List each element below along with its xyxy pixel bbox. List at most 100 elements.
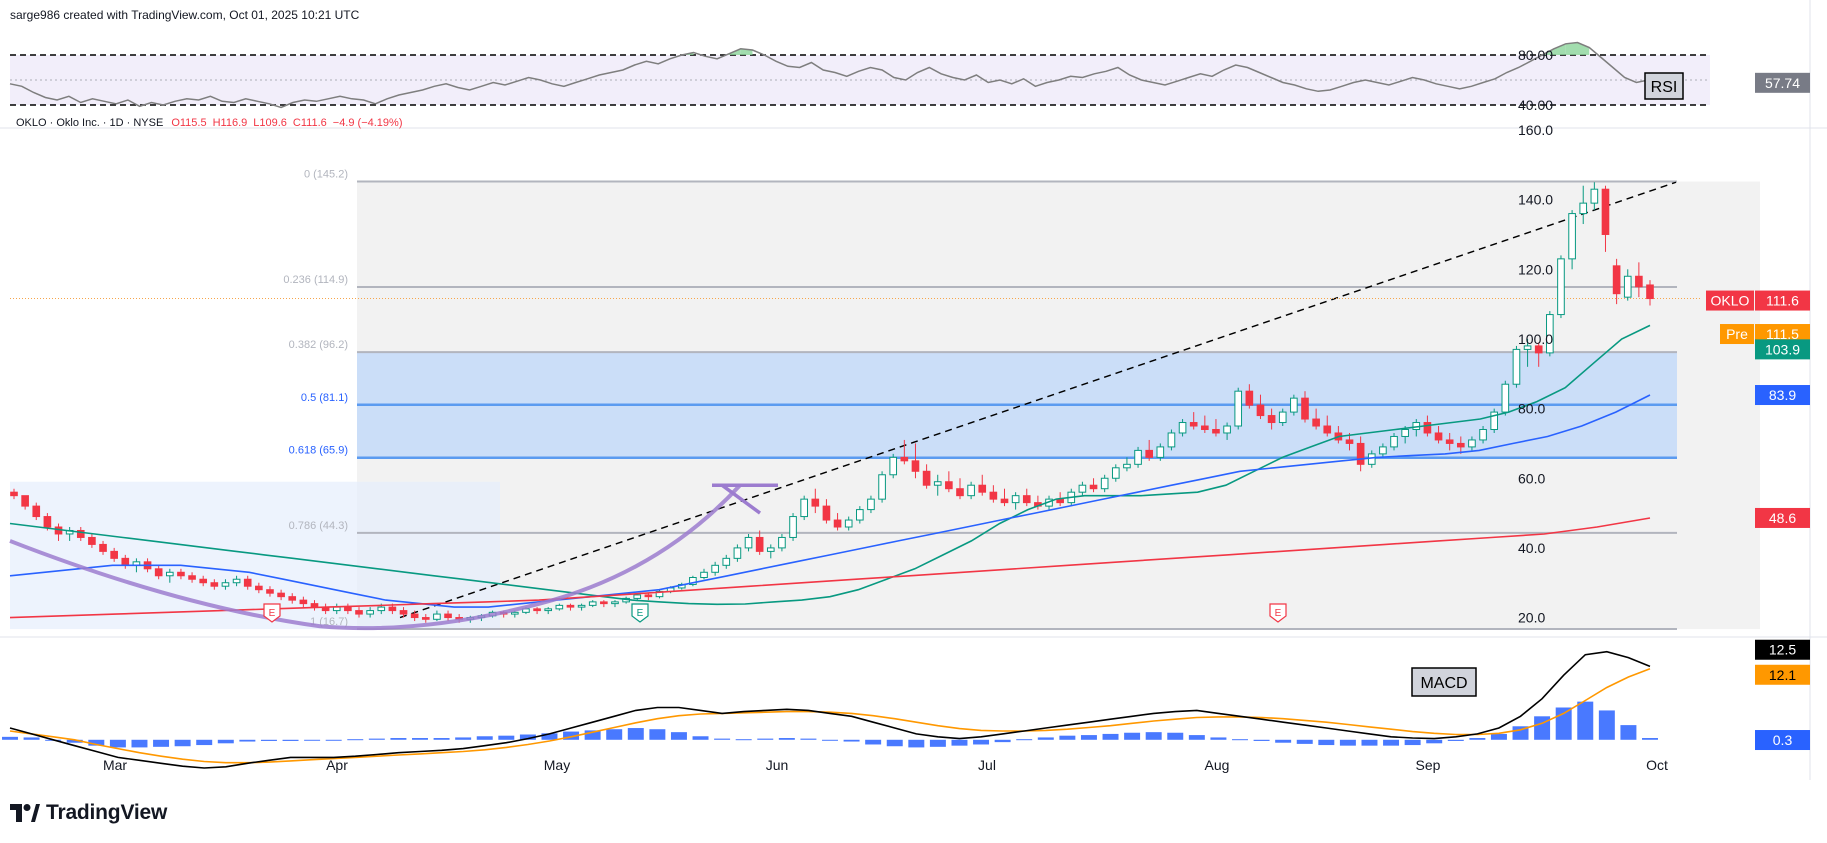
- candle-body: [1534, 345, 1543, 354]
- candle-body: [1601, 188, 1610, 235]
- candle-body: [811, 498, 820, 507]
- candle: [1445, 432, 1454, 451]
- macd-histogram-bar: [606, 729, 623, 740]
- macd-histogram-bar: [929, 739, 946, 747]
- macd-pane: MACD: [2, 650, 1658, 769]
- candle: [1000, 488, 1009, 507]
- candle: [1367, 450, 1376, 468]
- candle: [1379, 443, 1387, 458]
- macd-value-badge-bg: [1755, 639, 1810, 660]
- candle: [844, 516, 853, 531]
- candle: [1612, 258, 1621, 305]
- macd-histogram-bar: [1059, 735, 1076, 740]
- candle-body: [1568, 213, 1576, 260]
- macd-histogram-bar: [153, 739, 170, 747]
- candle-body: [1212, 428, 1220, 434]
- candle: [1534, 342, 1543, 367]
- candle-body: [177, 571, 185, 577]
- candle: [733, 544, 742, 562]
- candle-body: [1612, 265, 1621, 295]
- candle-body: [355, 610, 363, 615]
- macd-histogram-bar: [735, 739, 752, 741]
- macd-histogram-bar: [1598, 710, 1615, 740]
- candle: [945, 471, 953, 493]
- candle-body: [1635, 275, 1643, 288]
- candle-body: [121, 557, 130, 566]
- axis-layer: 160.0 140.0 120.0 100.0 80.0 60.0 40.0 20.0 80.0…: [0, 0, 1827, 780]
- candle: [1479, 426, 1487, 444]
- candle-body: [1278, 411, 1287, 424]
- macd-histogram-bar: [1620, 725, 1637, 740]
- candle: [978, 474, 987, 496]
- cup-arc: [9, 483, 742, 631]
- candle: [76, 527, 85, 541]
- tradingview-logo[interactable]: TradingView: [10, 798, 167, 828]
- macd-histogram-bar: [498, 735, 515, 740]
- earnings-marker-shape: [263, 603, 281, 623]
- candle-body: [110, 550, 118, 559]
- rsi-value-badge-bg: [1755, 72, 1810, 93]
- macd-histogram-bar: [1167, 732, 1184, 740]
- macd-histogram-bar: [1210, 737, 1227, 740]
- macd-histogram-bar: [1490, 733, 1507, 740]
- candle: [399, 607, 408, 618]
- signal-value-badge: 12.1: [1769, 667, 1796, 683]
- candle: [533, 607, 541, 615]
- macd-histogram-bar: [973, 739, 990, 745]
- candle: [900, 439, 909, 465]
- macd-histogram-bar: [670, 732, 687, 740]
- macd-histogram-bar: [1339, 739, 1356, 746]
- candle: [1089, 478, 1098, 493]
- candle: [1301, 391, 1309, 423]
- candle-body: [1401, 428, 1409, 437]
- macd-histogram-bar: [843, 739, 860, 742]
- ema200-badge: 48.6: [1769, 510, 1796, 526]
- candle-body: [1623, 275, 1632, 298]
- candle-body: [1267, 415, 1276, 424]
- candle-body: [733, 547, 742, 559]
- candle: [644, 593, 653, 601]
- macd-histogram-bar: [778, 738, 795, 740]
- candle-body: [644, 594, 653, 598]
- candle: [99, 540, 107, 555]
- rsi-line: [9, 41, 1661, 109]
- macd-histogram-bar: [951, 739, 968, 746]
- macd-histogram-bar: [584, 730, 601, 740]
- price-tick-label: 140.0: [1518, 192, 1553, 208]
- candle-body: [889, 456, 898, 476]
- candle-body: [933, 481, 942, 486]
- macd-histogram-bar: [822, 739, 838, 741]
- candle-body: [1301, 397, 1309, 420]
- candle: [744, 533, 753, 552]
- macd-histogram-bar: [1447, 739, 1464, 741]
- ohlc-low: L109.6: [253, 117, 287, 129]
- candle-body: [1557, 258, 1565, 316]
- price-pane[interactable]: 0 (145.2) 0.236 (114.9) 0.382 (96.2) 0.5 (8…: [9, 169, 1760, 631]
- tradingview-logo-text: TradingView: [46, 801, 168, 824]
- pre-price-name-badge: Pre: [1726, 326, 1748, 342]
- candle-body: [856, 509, 864, 521]
- candle: [800, 495, 808, 521]
- macd-histogram-bar: [325, 739, 342, 741]
- candle-body: [1546, 314, 1554, 354]
- candle-body: [232, 578, 241, 584]
- candle: [1111, 464, 1120, 482]
- candle-body: [1468, 439, 1476, 448]
- arc-arrow: [712, 483, 778, 515]
- price-tick-label: 40.0: [1518, 540, 1545, 556]
- x-axis-label: Aug: [1205, 757, 1230, 773]
- candle: [1579, 185, 1588, 225]
- candle: [956, 478, 964, 500]
- candle: [600, 600, 608, 608]
- candle-body: [366, 610, 374, 615]
- candle: [1145, 439, 1153, 461]
- candle-body: [1290, 397, 1298, 413]
- candle-body: [421, 617, 430, 620]
- fib-level-label: 0.618 (65.9): [289, 445, 348, 457]
- candle-body: [1089, 484, 1098, 490]
- earnings-marker-shape: [1269, 603, 1287, 623]
- candle-body: [1356, 442, 1365, 465]
- macd-histogram-bar: [433, 738, 450, 740]
- trend-line: [399, 181, 1677, 619]
